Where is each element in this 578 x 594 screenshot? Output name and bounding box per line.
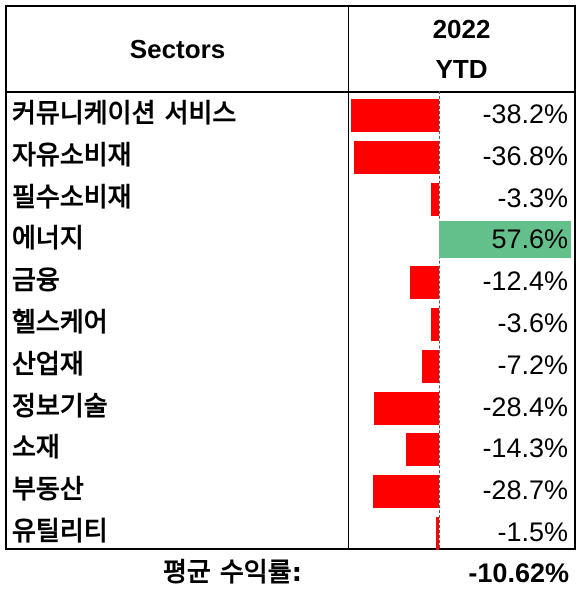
column-divider	[348, 7, 349, 548]
sector-row: 산업재 -7.2%	[7, 344, 574, 386]
sector-name: 금융	[12, 266, 60, 297]
sector-row: 부동산 -28.7%	[7, 469, 574, 511]
ytd-return-value: 57.6%	[491, 224, 568, 255]
sectors-header: Sectors	[129, 33, 226, 64]
negative-return-bar	[373, 391, 439, 425]
negative-return-bar	[410, 266, 439, 300]
sector-row: 소재 -14.3%	[7, 427, 574, 469]
ytd-return-value: -28.7%	[482, 475, 568, 506]
ytd-return-value: -12.4%	[482, 266, 568, 297]
ytd-return-value: -3.6%	[497, 308, 568, 338]
sector-row: 헬스케어 -3.6%	[7, 302, 574, 344]
ytd-return-value: -14.3%	[482, 433, 568, 464]
negative-return-bar	[430, 308, 439, 341]
sector-name: 산업재	[12, 349, 84, 380]
positive-return-bar	[439, 221, 571, 259]
ytd-return-value: -7.2%	[497, 349, 568, 380]
ytd-return-value: -28.4%	[482, 391, 568, 422]
ytd-return-value: -3.3%	[497, 182, 568, 213]
average-return-row: 평균 수익률: -10.62%	[0, 552, 578, 594]
sector-name: 에너지	[12, 224, 84, 255]
negative-return-bar	[406, 433, 439, 467]
ytd-return-value: -38.2%	[482, 99, 568, 129]
sector-name: 정보기술	[12, 391, 108, 422]
sector-row: 유틸리티 -1.5%	[7, 511, 574, 553]
sector-row: 커뮤니케이션 서비스 -38.2%	[7, 93, 574, 135]
period-label: YTD	[435, 54, 488, 84]
ytd-header: 2022 YTD	[349, 7, 574, 91]
sector-row: 필수소비재 -3.3%	[7, 177, 574, 219]
average-return-value: -10.62%	[468, 558, 569, 588]
sector-name: 유틸리티	[12, 517, 108, 547]
negative-return-bar	[431, 182, 439, 216]
header-divider	[7, 91, 574, 93]
sector-name: 커뮤니케이션 서비스	[12, 99, 237, 129]
sector-returns-table: Sectors 2022 YTD 커뮤니케이션 서비스 -38.2% 자유소비재 -3…	[5, 5, 576, 550]
average-return-label: 평균 수익률:	[163, 558, 303, 588]
zero-axis	[439, 91, 440, 548]
negative-return-bar	[372, 475, 439, 509]
sector-row: 정보기술 -28.4%	[7, 386, 574, 428]
sector-row: 금융 -12.4%	[7, 260, 574, 302]
sector-name: 소재	[12, 433, 60, 464]
sector-name: 필수소비재	[12, 182, 132, 213]
sector-row: 에너지 57.6%	[7, 218, 574, 260]
negative-return-bar	[354, 140, 439, 174]
negative-return-bar	[422, 349, 439, 383]
sector-row: 자유소비재 -36.8%	[7, 135, 574, 177]
sector-name: 헬스케어	[12, 308, 108, 338]
ytd-return-value: -1.5%	[497, 517, 568, 547]
ytd-return-value: -36.8%	[482, 140, 568, 171]
sector-name: 자유소비재	[12, 140, 132, 171]
negative-return-bar	[351, 99, 439, 132]
negative-return-bar	[435, 517, 439, 550]
sector-name: 부동산	[12, 475, 84, 506]
year-label: 2022	[432, 14, 491, 44]
